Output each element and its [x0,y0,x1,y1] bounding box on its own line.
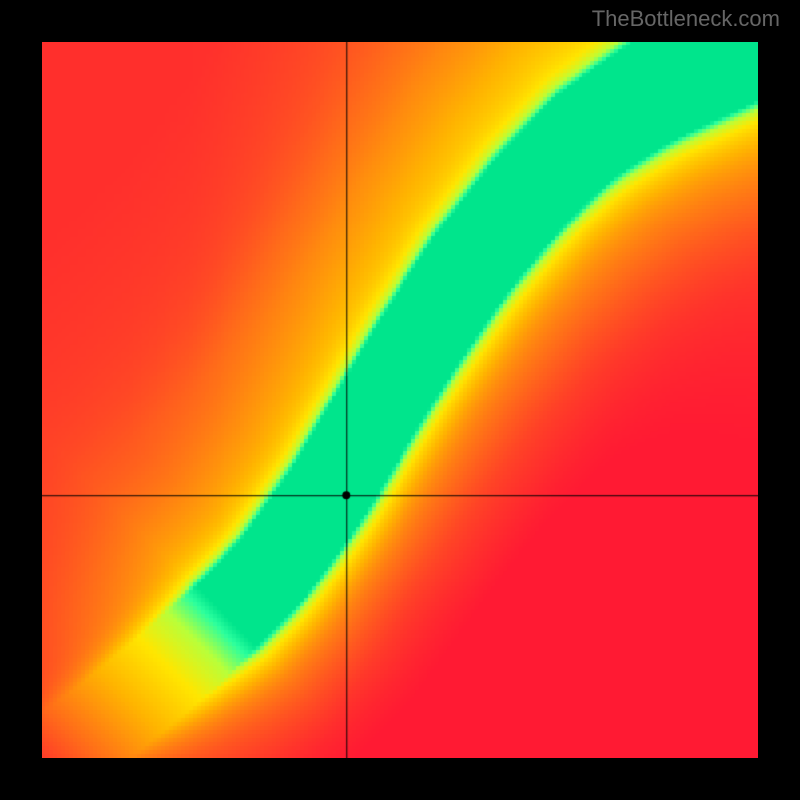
watermark-text: TheBottleneck.com [592,6,780,32]
crosshair-overlay [42,42,758,758]
heatmap-plot [42,42,758,758]
